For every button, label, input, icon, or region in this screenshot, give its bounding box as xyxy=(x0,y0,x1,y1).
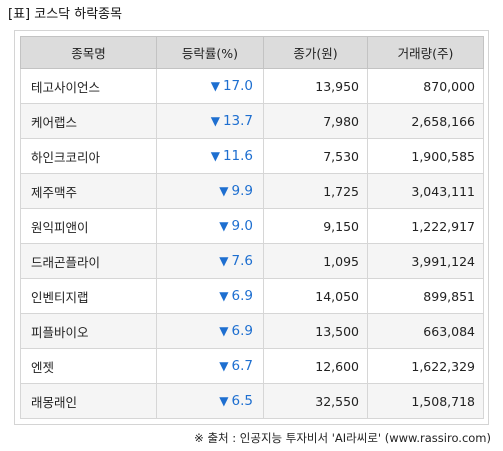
table-row: 래몽래인 ▼ 6.5 32,550 1,508,718 xyxy=(20,383,484,419)
table-row: 인벤티지랩 ▼ 6.9 14,050 899,851 xyxy=(20,278,484,314)
stock-name-cell: 테고사이언스 xyxy=(20,68,157,104)
down-triangle-icon: ▼ xyxy=(210,149,220,163)
change-rate-cell: ▼ 11.6 xyxy=(156,138,264,174)
close-price-cell: 13,950 xyxy=(263,68,368,104)
change-rate-cell: ▼ 6.5 xyxy=(156,383,264,419)
table-header-row: 종목명 등락률(%) 종가(원) 거래량(주) xyxy=(20,36,484,69)
close-price-cell: 7,530 xyxy=(263,138,368,174)
stock-name-cell: 드래곤플라이 xyxy=(20,243,157,279)
change-rate-value: 13.7 xyxy=(222,113,253,129)
stock-name-cell: 케어랩스 xyxy=(20,103,157,139)
table-row: 엔젯 ▼ 6.7 12,600 1,622,329 xyxy=(20,348,484,384)
change-rate-value: 6.5 xyxy=(231,393,253,409)
change-rate-value: 6.9 xyxy=(231,288,253,304)
change-rate-value: 9.0 xyxy=(231,218,253,234)
change-rate-cell: ▼ 6.7 xyxy=(156,348,264,384)
stock-name-cell: 하인크코리아 xyxy=(20,138,157,174)
down-triangle-icon: ▼ xyxy=(219,219,229,233)
change-rate-value: 11.6 xyxy=(222,148,253,164)
change-rate-cell: ▼ 6.9 xyxy=(156,278,264,314)
stock-name-cell: 인벤티지랩 xyxy=(20,278,157,314)
volume-cell: 663,084 xyxy=(367,313,484,349)
table-caption: [표] 코스닥 하락종목 xyxy=(8,7,123,22)
table-frame: 종목명 등락률(%) 종가(원) 거래량(주) 테고사이언스 ▼ 17.0 13,95… xyxy=(14,30,489,425)
change-rate-value: 7.6 xyxy=(231,253,253,269)
change-rate-cell: ▼ 7.6 xyxy=(156,243,264,279)
header-volume: 거래량(주) xyxy=(367,36,484,69)
down-triangle-icon: ▼ xyxy=(219,254,229,268)
close-price-cell: 7,980 xyxy=(263,103,368,139)
header-stock-name: 종목명 xyxy=(20,36,157,69)
volume-cell: 2,658,166 xyxy=(367,103,484,139)
table-row: 케어랩스 ▼ 13.7 7,980 2,658,166 xyxy=(20,103,484,139)
source-note: ※ 출처 : 인공지능 투자비서 'AI라씨로' (www.rassiro.co… xyxy=(194,431,491,445)
close-price-cell: 9,150 xyxy=(263,208,368,244)
down-triangle-icon: ▼ xyxy=(219,359,229,373)
stock-name-cell: 래몽래인 xyxy=(20,383,157,419)
volume-cell: 1,900,585 xyxy=(367,138,484,174)
change-rate-value: 6.7 xyxy=(231,358,253,374)
down-triangle-icon: ▼ xyxy=(219,184,229,198)
change-rate-value: 9.9 xyxy=(231,183,253,199)
volume-cell: 899,851 xyxy=(367,278,484,314)
volume-cell: 870,000 xyxy=(367,68,484,104)
close-price-cell: 1,095 xyxy=(263,243,368,279)
stock-name-cell: 제주맥주 xyxy=(20,173,157,209)
volume-cell: 1,622,329 xyxy=(367,348,484,384)
table-row: 피플바이오 ▼ 6.9 13,500 663,084 xyxy=(20,313,484,349)
change-rate-cell: ▼ 6.9 xyxy=(156,313,264,349)
table-row: 하인크코리아 ▼ 11.6 7,530 1,900,585 xyxy=(20,138,484,174)
volume-cell: 3,043,111 xyxy=(367,173,484,209)
table-row: 테고사이언스 ▼ 17.0 13,950 870,000 xyxy=(20,68,484,104)
change-rate-cell: ▼ 13.7 xyxy=(156,103,264,139)
volume-cell: 1,222,917 xyxy=(367,208,484,244)
header-change-rate: 등락률(%) xyxy=(156,36,264,69)
close-price-cell: 13,500 xyxy=(263,313,368,349)
close-price-cell: 1,725 xyxy=(263,173,368,209)
down-triangle-icon: ▼ xyxy=(210,79,220,93)
header-close-price: 종가(원) xyxy=(263,36,368,69)
volume-cell: 1,508,718 xyxy=(367,383,484,419)
stock-name-cell: 피플바이오 xyxy=(20,313,157,349)
change-rate-cell: ▼ 9.0 xyxy=(156,208,264,244)
table-row: 원익피앤이 ▼ 9.0 9,150 1,222,917 xyxy=(20,208,484,244)
volume-cell: 3,991,124 xyxy=(367,243,484,279)
down-triangle-icon: ▼ xyxy=(219,394,229,408)
table-row: 제주맥주 ▼ 9.9 1,725 3,043,111 xyxy=(20,173,484,209)
stock-name-cell: 엔젯 xyxy=(20,348,157,384)
close-price-cell: 14,050 xyxy=(263,278,368,314)
table-row: 드래곤플라이 ▼ 7.6 1,095 3,991,124 xyxy=(20,243,484,279)
down-triangle-icon: ▼ xyxy=(219,289,229,303)
stock-name-cell: 원익피앤이 xyxy=(20,208,157,244)
declining-stocks-table: 종목명 등락률(%) 종가(원) 거래량(주) 테고사이언스 ▼ 17.0 13,95… xyxy=(20,36,484,419)
down-triangle-icon: ▼ xyxy=(210,114,220,128)
change-rate-value: 6.9 xyxy=(231,323,253,339)
change-rate-cell: ▼ 17.0 xyxy=(156,68,264,104)
change-rate-cell: ▼ 9.9 xyxy=(156,173,264,209)
change-rate-value: 17.0 xyxy=(222,78,253,94)
down-triangle-icon: ▼ xyxy=(219,324,229,338)
close-price-cell: 32,550 xyxy=(263,383,368,419)
close-price-cell: 12,600 xyxy=(263,348,368,384)
